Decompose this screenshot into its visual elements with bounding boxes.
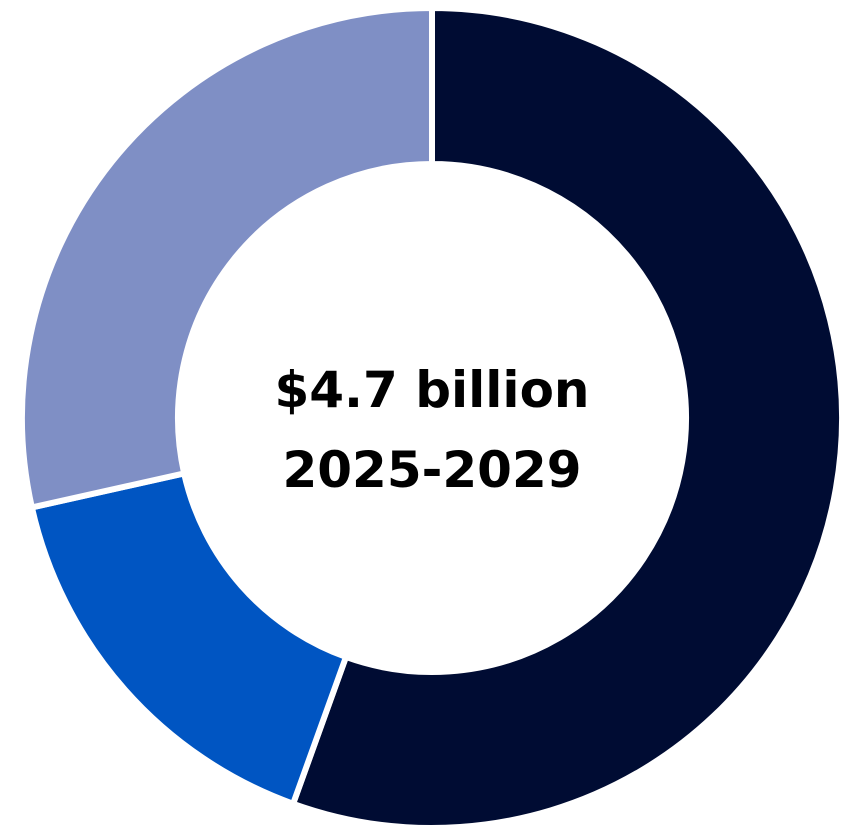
donut-slice-1: [289, 4, 841, 831]
donut-slice-2: [28, 469, 350, 808]
donut-slices: [19, 4, 841, 831]
center-label-amount: $4.7 billion: [274, 361, 589, 419]
center-label-period: 2025-2029: [282, 441, 581, 499]
donut-slice-3: [19, 4, 435, 512]
